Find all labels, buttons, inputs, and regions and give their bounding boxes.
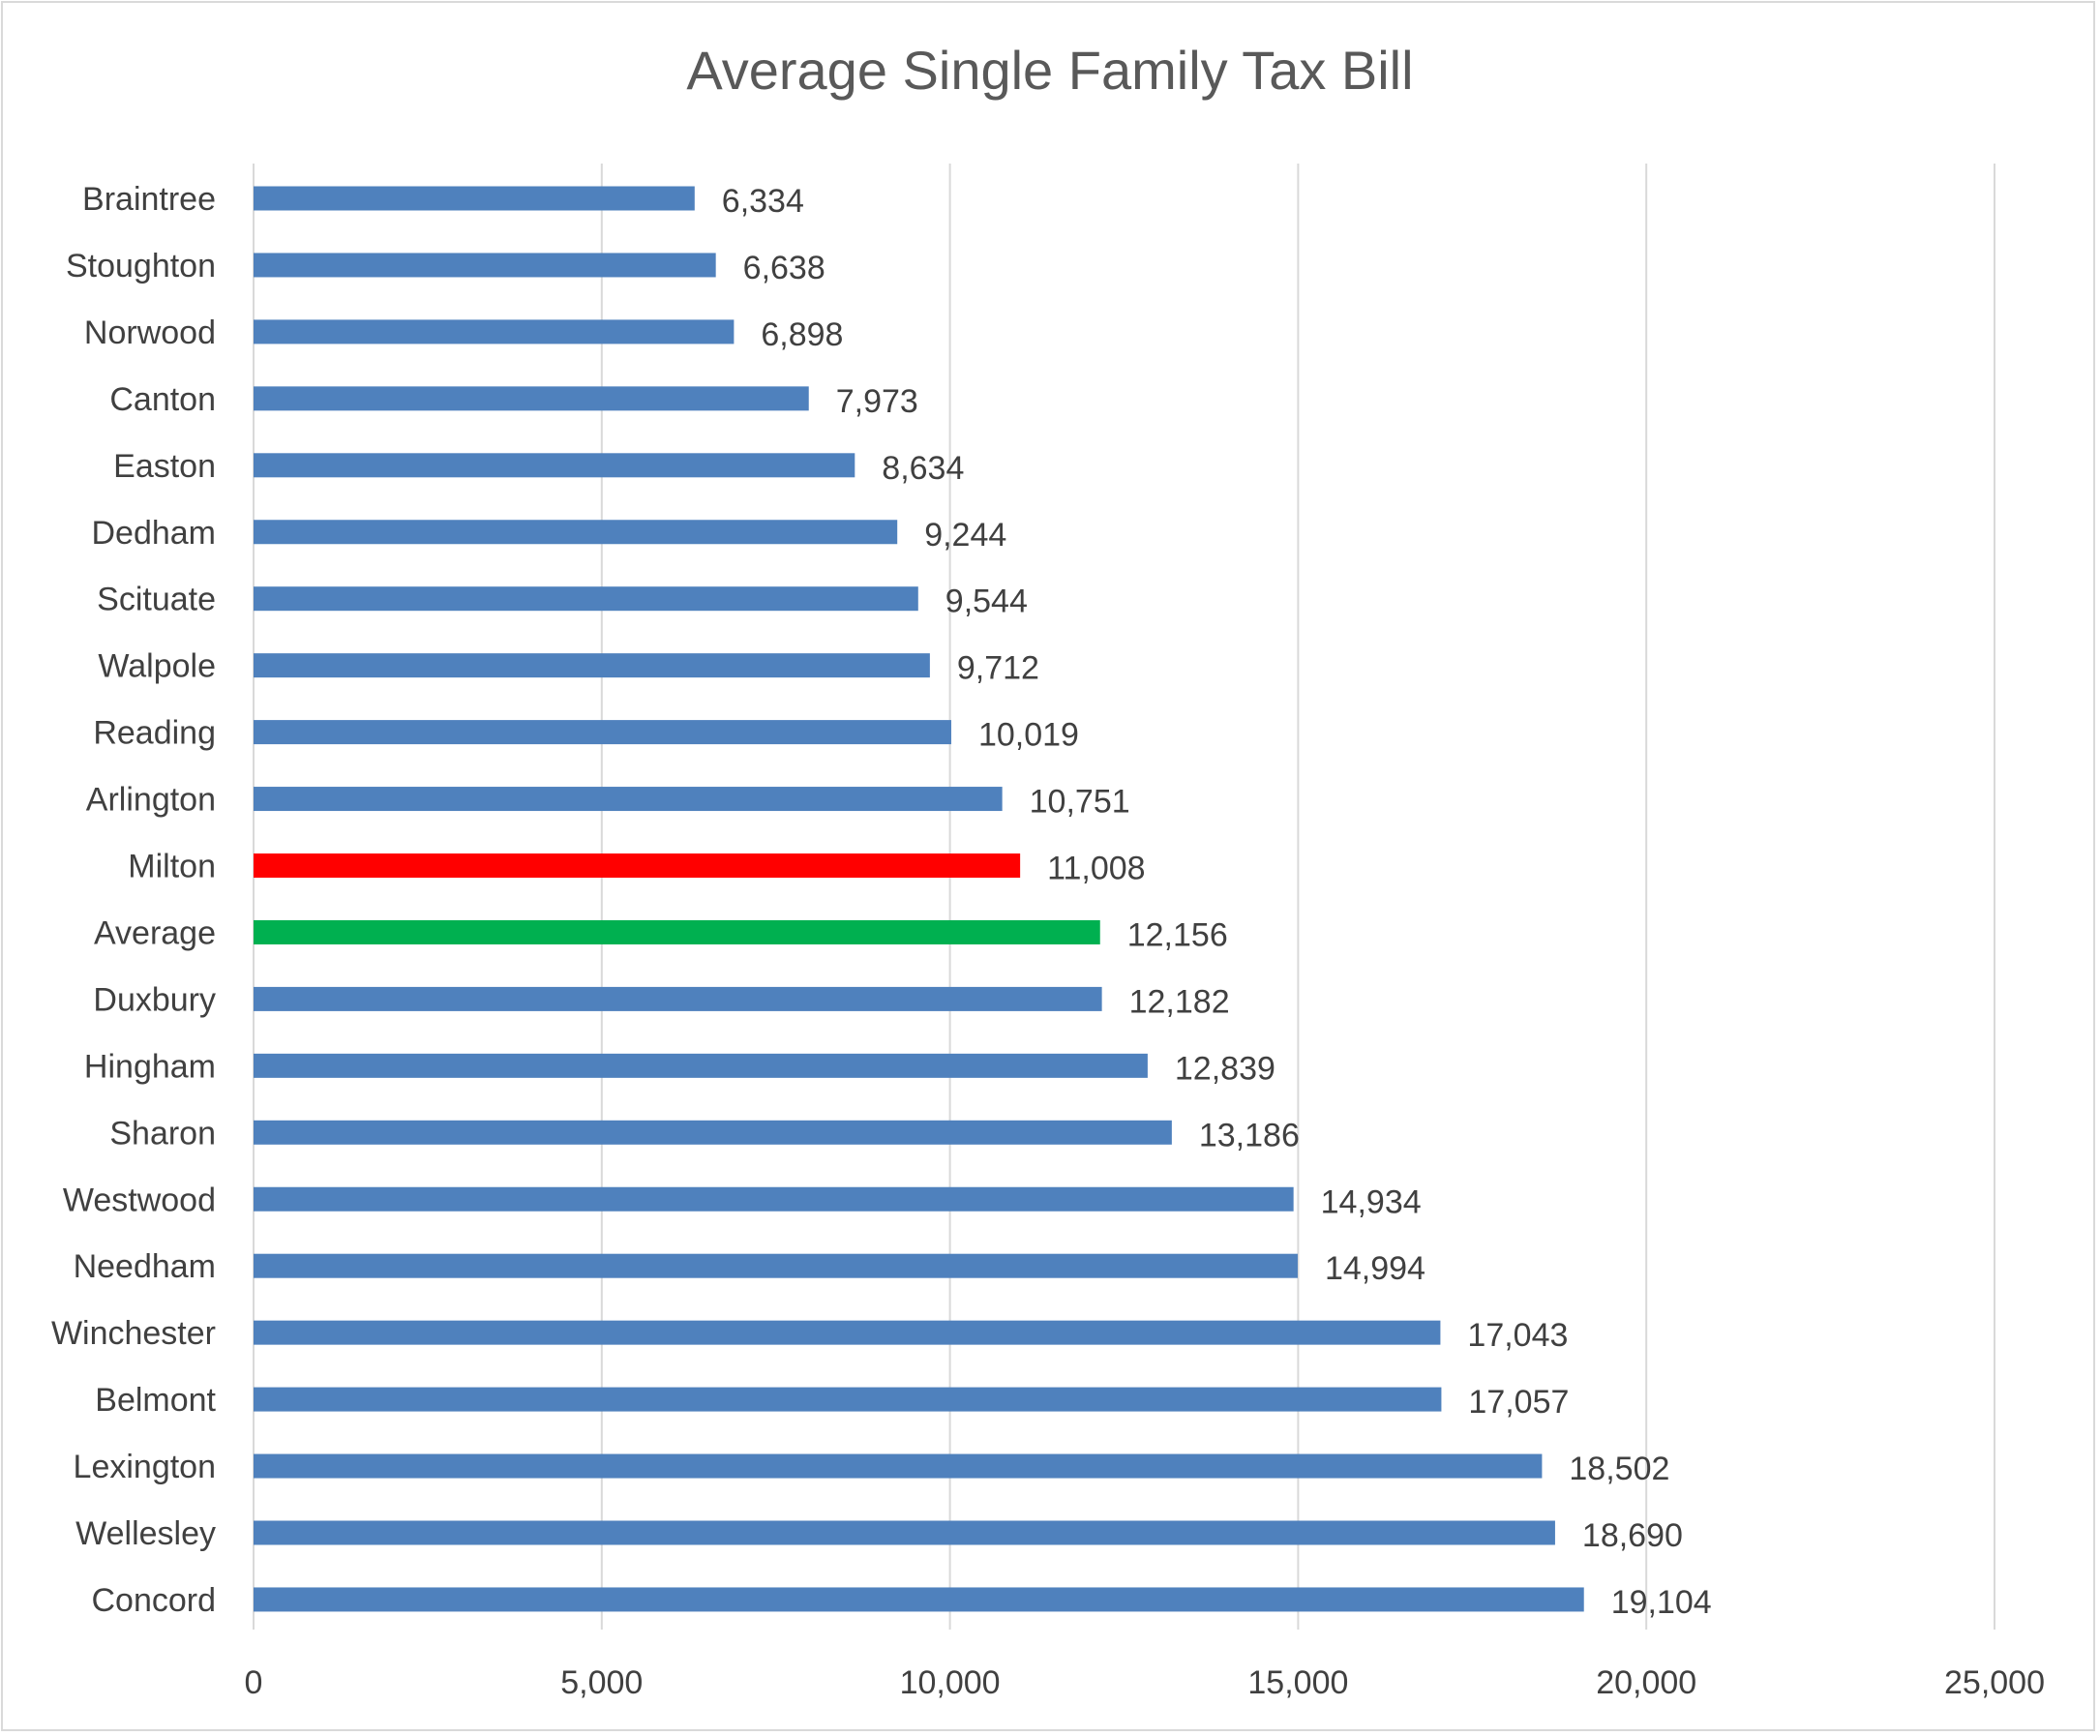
data-label: 12,839	[1175, 1050, 1275, 1087]
category-label: Lexington	[74, 1449, 216, 1485]
category-label: Norwood	[84, 314, 216, 351]
bar	[254, 986, 1102, 1011]
bar	[254, 1520, 1555, 1545]
category-label: Milton	[128, 849, 216, 885]
category-label: Wellesley	[75, 1515, 216, 1552]
data-label: 13,186	[1199, 1117, 1300, 1153]
data-label: 19,104	[1611, 1584, 1712, 1621]
bar	[254, 520, 898, 545]
data-label: 9,544	[945, 584, 1028, 620]
category-label: Average	[94, 914, 216, 951]
category-label: Concord	[91, 1582, 216, 1619]
bar	[254, 186, 695, 211]
category-label: Duxbury	[93, 981, 216, 1018]
bar	[254, 1387, 1442, 1412]
category-label: Scituate	[97, 582, 216, 618]
data-label: 11,008	[1047, 851, 1145, 887]
data-label: 10,751	[1030, 784, 1130, 821]
category-label: Braintree	[82, 181, 216, 218]
data-label: 9,244	[924, 517, 1006, 554]
x-tick-label: 10,000	[900, 1664, 1001, 1701]
data-label: 18,690	[1582, 1517, 1683, 1554]
bar	[254, 1253, 1298, 1278]
bar	[254, 653, 930, 678]
bar	[254, 319, 735, 344]
category-label: Reading	[93, 715, 216, 752]
bar	[254, 1053, 1148, 1078]
category-label: Needham	[74, 1248, 216, 1285]
bar	[254, 1186, 1294, 1212]
data-label: 8,634	[882, 450, 964, 487]
data-label: 17,057	[1468, 1384, 1569, 1421]
category-label: Easton	[113, 448, 216, 485]
bar	[254, 586, 918, 612]
data-label: 6,898	[761, 316, 843, 353]
bar	[254, 253, 716, 278]
bar	[254, 1453, 1543, 1479]
data-label: 12,182	[1129, 983, 1230, 1020]
data-label: 9,712	[957, 650, 1039, 687]
x-tick-label: 5,000	[560, 1664, 643, 1701]
data-label: 6,638	[743, 250, 825, 286]
data-label: 10,019	[978, 717, 1079, 754]
data-label: 18,502	[1569, 1451, 1669, 1487]
category-label: Belmont	[95, 1382, 216, 1419]
data-label: 6,334	[722, 183, 804, 220]
x-tick-label: 20,000	[1596, 1664, 1696, 1701]
category-label: Westwood	[63, 1182, 216, 1218]
bar	[254, 919, 1100, 944]
category-label: Dedham	[91, 515, 216, 552]
data-label: 17,043	[1467, 1317, 1568, 1354]
bar	[254, 787, 1003, 812]
category-label: Walpole	[98, 648, 216, 685]
category-label: Stoughton	[66, 248, 216, 284]
category-label: Canton	[109, 381, 216, 418]
category-label: Winchester	[51, 1315, 216, 1352]
data-label: 14,994	[1325, 1250, 1425, 1287]
bar	[254, 1587, 1584, 1612]
category-label: Arlington	[86, 782, 216, 819]
chart-title: Average Single Family Tax Bill	[686, 40, 1414, 101]
category-label: Hingham	[84, 1048, 216, 1085]
bar	[254, 453, 855, 478]
data-label: 7,973	[836, 383, 918, 420]
bar	[254, 720, 951, 745]
bar	[254, 1120, 1172, 1145]
x-tick-label: 15,000	[1247, 1664, 1348, 1701]
data-label: 12,156	[1127, 916, 1228, 953]
bar	[254, 386, 809, 411]
x-tick-label: 25,000	[1944, 1664, 2045, 1701]
data-label: 14,934	[1321, 1183, 1422, 1220]
bar	[254, 1320, 1441, 1345]
category-label: Sharon	[109, 1115, 216, 1152]
x-tick-label: 0	[245, 1664, 263, 1701]
bar	[254, 853, 1021, 878]
